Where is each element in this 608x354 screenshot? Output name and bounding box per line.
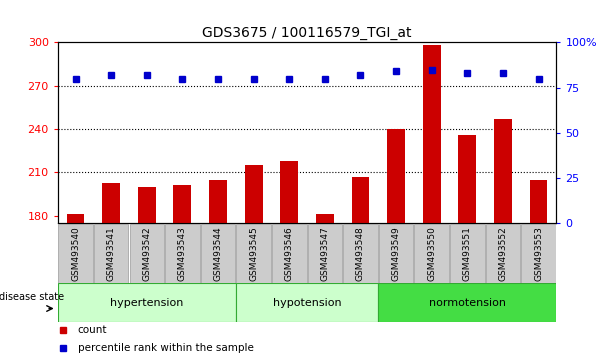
Text: GSM493548: GSM493548 <box>356 226 365 281</box>
Bar <box>138 187 156 223</box>
Text: GSM493551: GSM493551 <box>463 226 472 281</box>
Text: hypertension: hypertension <box>110 298 184 308</box>
Bar <box>130 224 164 282</box>
Text: hypotension: hypotension <box>273 298 341 308</box>
Bar <box>458 135 476 223</box>
Bar <box>58 283 236 322</box>
Bar <box>209 180 227 223</box>
Text: GSM493552: GSM493552 <box>499 226 508 281</box>
Text: GSM493546: GSM493546 <box>285 226 294 281</box>
Bar <box>494 119 512 223</box>
Bar <box>415 224 449 282</box>
Bar <box>244 165 263 223</box>
Bar <box>343 224 378 282</box>
Bar <box>165 224 199 282</box>
Bar <box>423 45 441 223</box>
Bar <box>94 224 128 282</box>
Bar <box>272 224 306 282</box>
Bar <box>280 161 298 223</box>
Text: GSM493540: GSM493540 <box>71 226 80 281</box>
Bar <box>102 183 120 223</box>
Bar <box>67 215 85 223</box>
Text: normotension: normotension <box>429 298 506 308</box>
Bar <box>316 215 334 223</box>
Text: GSM493542: GSM493542 <box>142 226 151 281</box>
Text: GSM493549: GSM493549 <box>392 226 401 281</box>
Text: GSM493553: GSM493553 <box>534 226 543 281</box>
Bar <box>237 224 271 282</box>
Bar <box>201 224 235 282</box>
Bar <box>378 283 556 322</box>
Bar <box>308 224 342 282</box>
Bar <box>486 224 520 282</box>
Text: GSM493541: GSM493541 <box>106 226 116 281</box>
Text: disease state: disease state <box>0 292 64 302</box>
Bar <box>58 224 93 282</box>
Title: GDS3675 / 100116579_TGI_at: GDS3675 / 100116579_TGI_at <box>202 26 412 40</box>
Bar <box>530 180 547 223</box>
Bar <box>379 224 413 282</box>
Bar <box>173 185 192 223</box>
Text: GSM493547: GSM493547 <box>320 226 330 281</box>
Bar <box>387 129 405 223</box>
Text: GSM493550: GSM493550 <box>427 226 436 281</box>
Bar <box>351 177 370 223</box>
Text: GSM493545: GSM493545 <box>249 226 258 281</box>
Text: count: count <box>78 325 107 335</box>
Bar <box>236 283 378 322</box>
Bar <box>450 224 485 282</box>
Text: percentile rank within the sample: percentile rank within the sample <box>78 343 254 353</box>
Bar <box>521 224 556 282</box>
Text: GSM493543: GSM493543 <box>178 226 187 281</box>
Text: GSM493544: GSM493544 <box>213 226 223 281</box>
